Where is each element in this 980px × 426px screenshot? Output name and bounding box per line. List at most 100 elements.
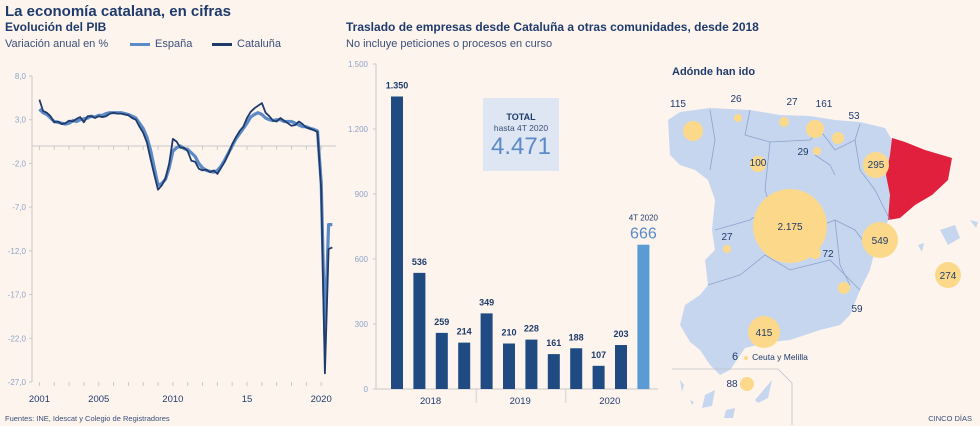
bar-y-tick-label: 1.500 <box>348 60 369 69</box>
bar-value-label: 210 <box>501 328 516 338</box>
catalonia-region <box>886 138 952 220</box>
gdp-y-tick-label: 8,0 <box>15 72 27 81</box>
gdp-x-tick-label: 15 <box>242 394 253 405</box>
bubble-andaluc-a <box>748 316 780 348</box>
region-value-label: 295 <box>868 160 885 171</box>
gdp-y-tick-label: -7,0 <box>12 203 26 212</box>
map-title: Adónde han ido <box>672 66 756 78</box>
bar-y-tick-label: 600 <box>355 255 369 264</box>
total-label: TOTAL <box>506 112 536 122</box>
gdp-x-tick-label: 2005 <box>88 394 109 405</box>
bar-value-label: 228 <box>524 324 539 334</box>
region-value-label: 26 <box>730 94 742 105</box>
bubble-castilla-y-le-n <box>750 156 766 172</box>
gdp-x-tick-label: 2001 <box>29 394 50 405</box>
credit: CINCO DÍAS <box>928 414 972 423</box>
bar <box>547 354 560 389</box>
gdp-y-tick-label: 3,0 <box>15 116 27 125</box>
region-value-label: 27 <box>721 232 733 243</box>
region-value-label: 100 <box>750 158 767 169</box>
bar-value-label: 349 <box>479 297 494 307</box>
bar <box>435 332 448 389</box>
bar <box>615 345 627 389</box>
bubble-galicia <box>683 121 703 141</box>
region-value-label: 29 <box>797 147 809 158</box>
bar <box>480 313 493 389</box>
bubble-baleares <box>935 262 961 288</box>
transfers-subtitle: No incluye peticiones o procesos en curs… <box>346 38 553 50</box>
bubble-arag-n <box>863 152 889 178</box>
bubble-canarias <box>740 377 754 391</box>
bubble-cantabria <box>779 117 789 127</box>
ceuta-value: 6 <box>732 351 739 363</box>
spain-map: 115 26 27 161 53 29 100 295 2.175 27 72 549 274 415 59… <box>668 94 978 425</box>
region-value-label: 59 <box>851 304 863 315</box>
gdp-y-tick-label: -27,0 <box>8 378 27 387</box>
region-value-label: 115 <box>670 99 686 110</box>
transfers-bar-chart: 0 300 600 900 1.200 1.500 1.350 536 259 214 349 210… <box>348 60 659 407</box>
region-value-label: 53 <box>848 111 860 122</box>
bubble-asturias <box>734 114 742 122</box>
bar-value-label: 161 <box>546 338 561 348</box>
bar <box>458 342 471 389</box>
gdp-subtitle: Variación anual en % <box>5 38 109 50</box>
legend-item-espana: España <box>130 38 192 50</box>
bar-value-label: 203 <box>613 329 628 339</box>
total-box: TOTAL hasta 4T 2020 4.471 <box>483 98 559 171</box>
bar-y-tick-label: 300 <box>355 320 369 329</box>
bubble-comunidad-valenciana <box>862 222 898 258</box>
total-value: 4.471 <box>490 133 552 160</box>
legend-swatch-espana <box>130 42 150 46</box>
legend-label-cataluna: Cataluña <box>237 38 282 50</box>
bubble-pa-s-vasco <box>806 120 824 138</box>
region-value-label: 27 <box>786 97 798 108</box>
ceuta-bubble <box>744 355 749 360</box>
bar <box>637 244 650 389</box>
bar-y-tick-label: 0 <box>364 385 369 394</box>
bubble-extremadura <box>723 245 731 253</box>
bar <box>413 272 426 389</box>
legend-label-espana: España <box>155 38 193 50</box>
bar-y-tick-label: 900 <box>355 190 369 199</box>
page-title: La economía catalana, en cifras <box>5 3 231 20</box>
region-value-label: 415 <box>756 328 773 339</box>
region-value-label: 2.175 <box>777 222 802 233</box>
gdp-y-tick-label: -22,0 <box>8 334 27 343</box>
bubble-madrid <box>753 189 827 263</box>
gdp-x-tick-label: 2010 <box>162 394 183 405</box>
region-value-label: 161 <box>816 99 833 110</box>
bar-value-label: 259 <box>434 317 449 327</box>
total-sublabel: hasta 4T 2020 <box>493 123 549 133</box>
bubble-castilla-la-mancha <box>809 247 821 259</box>
gdp-y-tick-label: -12,0 <box>8 247 27 256</box>
bubble-murcia <box>838 282 850 294</box>
canarias-land <box>680 380 772 418</box>
region-value-label: 72 <box>822 249 834 260</box>
baleares-land <box>918 220 978 252</box>
bar-value-label: 214 <box>457 327 472 337</box>
gdp-title: Evolución del PIB <box>5 20 107 34</box>
bar <box>570 348 583 389</box>
gdp-series-espana <box>38 108 333 337</box>
canarias-inset-border <box>672 368 793 425</box>
gdp-y-tick-label: -17,0 <box>8 291 27 300</box>
year-group-label: 2018 <box>420 396 441 407</box>
region-value-label: 274 <box>940 271 957 282</box>
legend-swatch-cataluna <box>212 42 232 46</box>
bar-value-label: 107 <box>591 350 606 360</box>
bar-value-label: 188 <box>569 332 584 342</box>
bar-value-label: 1.350 <box>386 81 409 91</box>
bar-y-tick-label: 1.200 <box>348 125 369 134</box>
bar-value-label: 536 <box>412 257 427 267</box>
legend-item-cataluna: Cataluña <box>212 38 281 50</box>
gdp-x-tick-label: 2020 <box>311 394 332 405</box>
highlight-period-label: 4T 2020 <box>629 214 659 223</box>
ceuta-melilla-label: 6 Ceuta y Melilla <box>732 351 808 363</box>
region-value-label: 549 <box>872 236 889 247</box>
bar <box>525 339 538 389</box>
bubble-navarra <box>832 132 844 144</box>
year-group-label: 2019 <box>510 396 531 407</box>
bar <box>391 96 403 389</box>
bar <box>503 343 515 389</box>
year-group-label: 2020 <box>599 396 620 407</box>
